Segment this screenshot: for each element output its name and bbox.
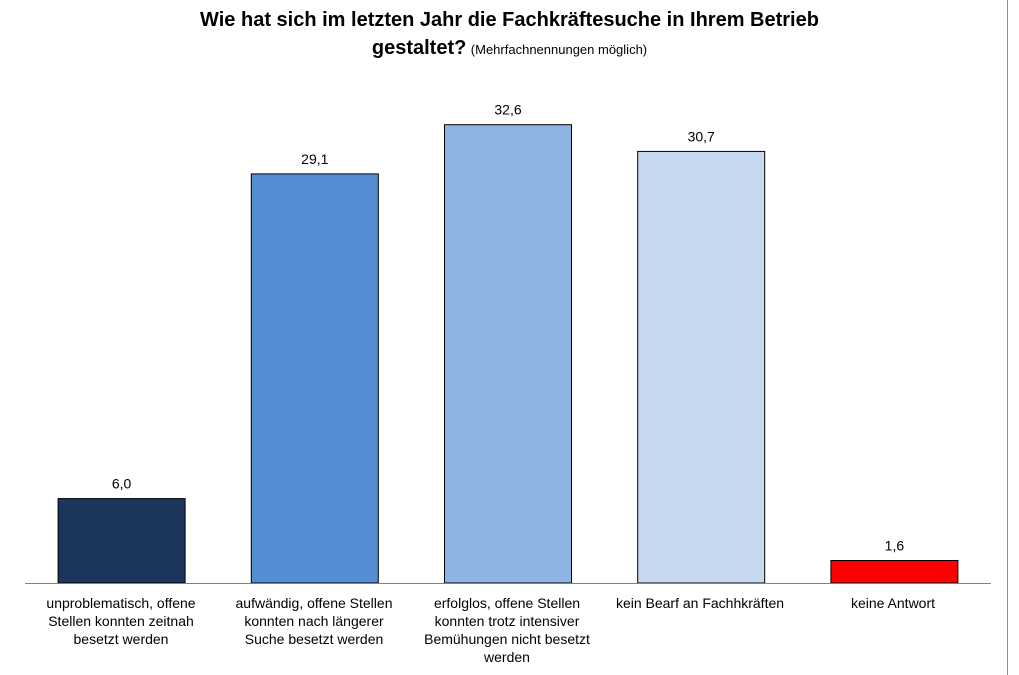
chart-title-continued: gestaltet? <box>371 37 467 59</box>
category-label-5: keine Antwort <box>850 595 936 611</box>
data-label-4: 30,7 <box>688 128 715 144</box>
bar-5 <box>830 560 959 584</box>
data-label-1: 6,0 <box>112 476 132 492</box>
category-label-1: unproblematisch, offene Stellen konnten … <box>46 595 196 647</box>
category-label-2: aufwändig, offene Stellen konnten nach l… <box>235 595 393 647</box>
bar-2 <box>250 173 379 584</box>
category-label-3: erfolglos, offene Stellen konnten trotz … <box>424 595 590 665</box>
chart-title: Wie hat sich im letzten Jahr die Fachkrä… <box>200 9 819 31</box>
data-label-3: 32,6 <box>494 102 521 118</box>
chart-subtitle: (Mehrfachnennungen möglich) <box>470 42 648 57</box>
bar-3 <box>444 124 572 584</box>
bar-4 <box>637 150 766 584</box>
data-label-2: 29,1 <box>301 151 328 167</box>
data-label-5: 1,6 <box>885 538 905 554</box>
bar-1 <box>57 498 186 584</box>
category-label-4: kein Bearf an Fachhkräften <box>615 595 785 611</box>
chart-title-line2: gestaltet? (Mehrfachnennungen möglich) <box>0 37 1019 60</box>
